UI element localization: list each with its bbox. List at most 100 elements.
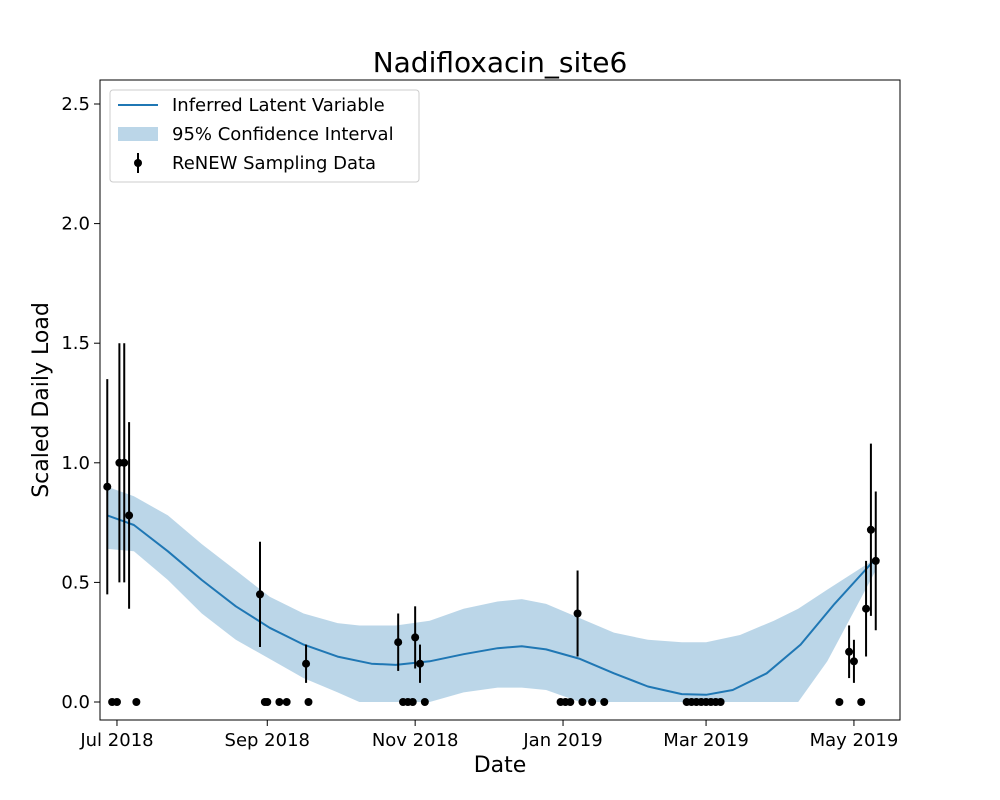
y-tick: 0.5 xyxy=(61,572,100,593)
data-point xyxy=(857,698,866,706)
legend-band-swatch xyxy=(118,127,158,141)
y-axis-ticks: 0.0 0.5 1.0 1.5 2.0 2.5 xyxy=(61,94,100,713)
legend: Inferred Latent Variable 95% Confidence … xyxy=(109,89,420,183)
sampling-point xyxy=(282,698,291,706)
legend-label-points: ReNEW Sampling Data xyxy=(172,153,376,174)
x-axis-label: Date xyxy=(474,753,527,778)
legend-box xyxy=(109,89,420,183)
sampling-point xyxy=(716,698,725,706)
sampling-point xyxy=(263,698,272,706)
plot-frame xyxy=(99,79,901,721)
data-point xyxy=(263,698,272,706)
sampling-point xyxy=(600,698,609,706)
y-tick: 2.0 xyxy=(61,214,100,235)
sampling-point xyxy=(857,698,866,706)
sampling-point xyxy=(420,698,429,706)
sampling-point xyxy=(845,625,854,679)
y-tick: 2.5 xyxy=(61,94,100,115)
y-axis-label: Scaled Daily Load xyxy=(29,302,54,498)
y-tick-label: 0.5 xyxy=(61,572,90,593)
data-point xyxy=(600,698,609,706)
sampling-point xyxy=(394,613,403,671)
x-tick: Nov 2018 xyxy=(372,720,459,751)
y-tick: 1.0 xyxy=(61,453,100,474)
y-tick-label: 1.5 xyxy=(61,333,90,354)
sampling-point xyxy=(275,698,284,706)
x-tick-label: Mar 2019 xyxy=(663,730,749,751)
data-point xyxy=(103,482,112,491)
data-point xyxy=(835,698,844,706)
sampling-point xyxy=(862,560,871,657)
sampling-point xyxy=(132,698,141,706)
sampling-point xyxy=(302,644,311,683)
sampling-point xyxy=(566,698,575,706)
sampling-point xyxy=(125,422,134,609)
x-tick: Mar 2019 xyxy=(663,720,749,751)
data-point xyxy=(573,609,582,618)
y-tick: 1.5 xyxy=(61,333,100,354)
latent-line-layer xyxy=(106,514,877,696)
sampling-point xyxy=(835,698,844,706)
sampling-point xyxy=(573,570,582,657)
data-point xyxy=(862,604,871,613)
data-point xyxy=(132,698,141,706)
data-point xyxy=(845,647,854,656)
data-point xyxy=(416,659,424,668)
data-point xyxy=(566,698,575,706)
data-point xyxy=(420,698,429,706)
sampling-point xyxy=(103,379,112,595)
data-point xyxy=(866,525,875,534)
sampling-point xyxy=(304,698,313,706)
y-tick-label: 1.0 xyxy=(61,453,90,474)
x-tick: Sep 2018 xyxy=(225,720,310,751)
data-point xyxy=(304,698,313,706)
sampling-point xyxy=(256,541,264,647)
sampling-point xyxy=(588,698,597,706)
x-tick-label: Jul 2018 xyxy=(79,730,153,751)
sampling-point xyxy=(871,491,880,631)
y-tick: 0.0 xyxy=(61,692,100,713)
data-point xyxy=(125,511,134,520)
data-point xyxy=(871,556,880,565)
sampling-point xyxy=(866,443,875,616)
data-point xyxy=(120,458,129,467)
x-tick-label: Sep 2018 xyxy=(225,730,310,751)
x-tick-label: May 2019 xyxy=(810,730,899,751)
data-point xyxy=(578,698,587,706)
data-point xyxy=(408,698,417,706)
x-tick-label: Jan 2019 xyxy=(522,730,602,751)
sampling-point xyxy=(120,343,129,583)
sampling-points-layer xyxy=(103,343,880,706)
latent-variable-line xyxy=(106,514,877,696)
data-point xyxy=(716,698,725,706)
legend-point-swatch xyxy=(134,159,142,167)
data-point xyxy=(411,633,420,642)
x-tick-label: Nov 2018 xyxy=(372,730,459,751)
data-point xyxy=(394,638,403,647)
legend-label-line: Inferred Latent Variable xyxy=(172,95,385,116)
confidence-band-layer xyxy=(107,486,876,702)
data-point xyxy=(282,698,291,706)
sampling-point xyxy=(112,698,121,706)
confidence-band xyxy=(107,486,876,702)
x-tick: Jan 2019 xyxy=(522,720,603,751)
sampling-point xyxy=(578,698,587,706)
data-point xyxy=(849,657,858,666)
x-tick: Jul 2018 xyxy=(79,720,154,751)
sampling-point xyxy=(411,606,420,669)
y-tick-label: 2.5 xyxy=(61,94,90,115)
x-tick: May 2019 xyxy=(810,720,899,751)
data-point xyxy=(256,590,264,599)
plot-area xyxy=(103,343,880,706)
data-point xyxy=(302,659,311,668)
legend-label-band: 95% Confidence Interval xyxy=(172,124,394,145)
data-point xyxy=(588,698,597,706)
data-point xyxy=(275,698,284,706)
y-tick-label: 2.0 xyxy=(61,214,90,235)
y-tick-label: 0.0 xyxy=(61,692,90,713)
chart-title: Nadifloxacin_site6 xyxy=(373,46,628,79)
sampling-point xyxy=(416,644,424,683)
sampling-point xyxy=(849,639,858,683)
x-axis-ticks: Jul 2018 Sep 2018 Nov 2018 Jan 2019 Mar 2019… xyxy=(79,720,898,751)
